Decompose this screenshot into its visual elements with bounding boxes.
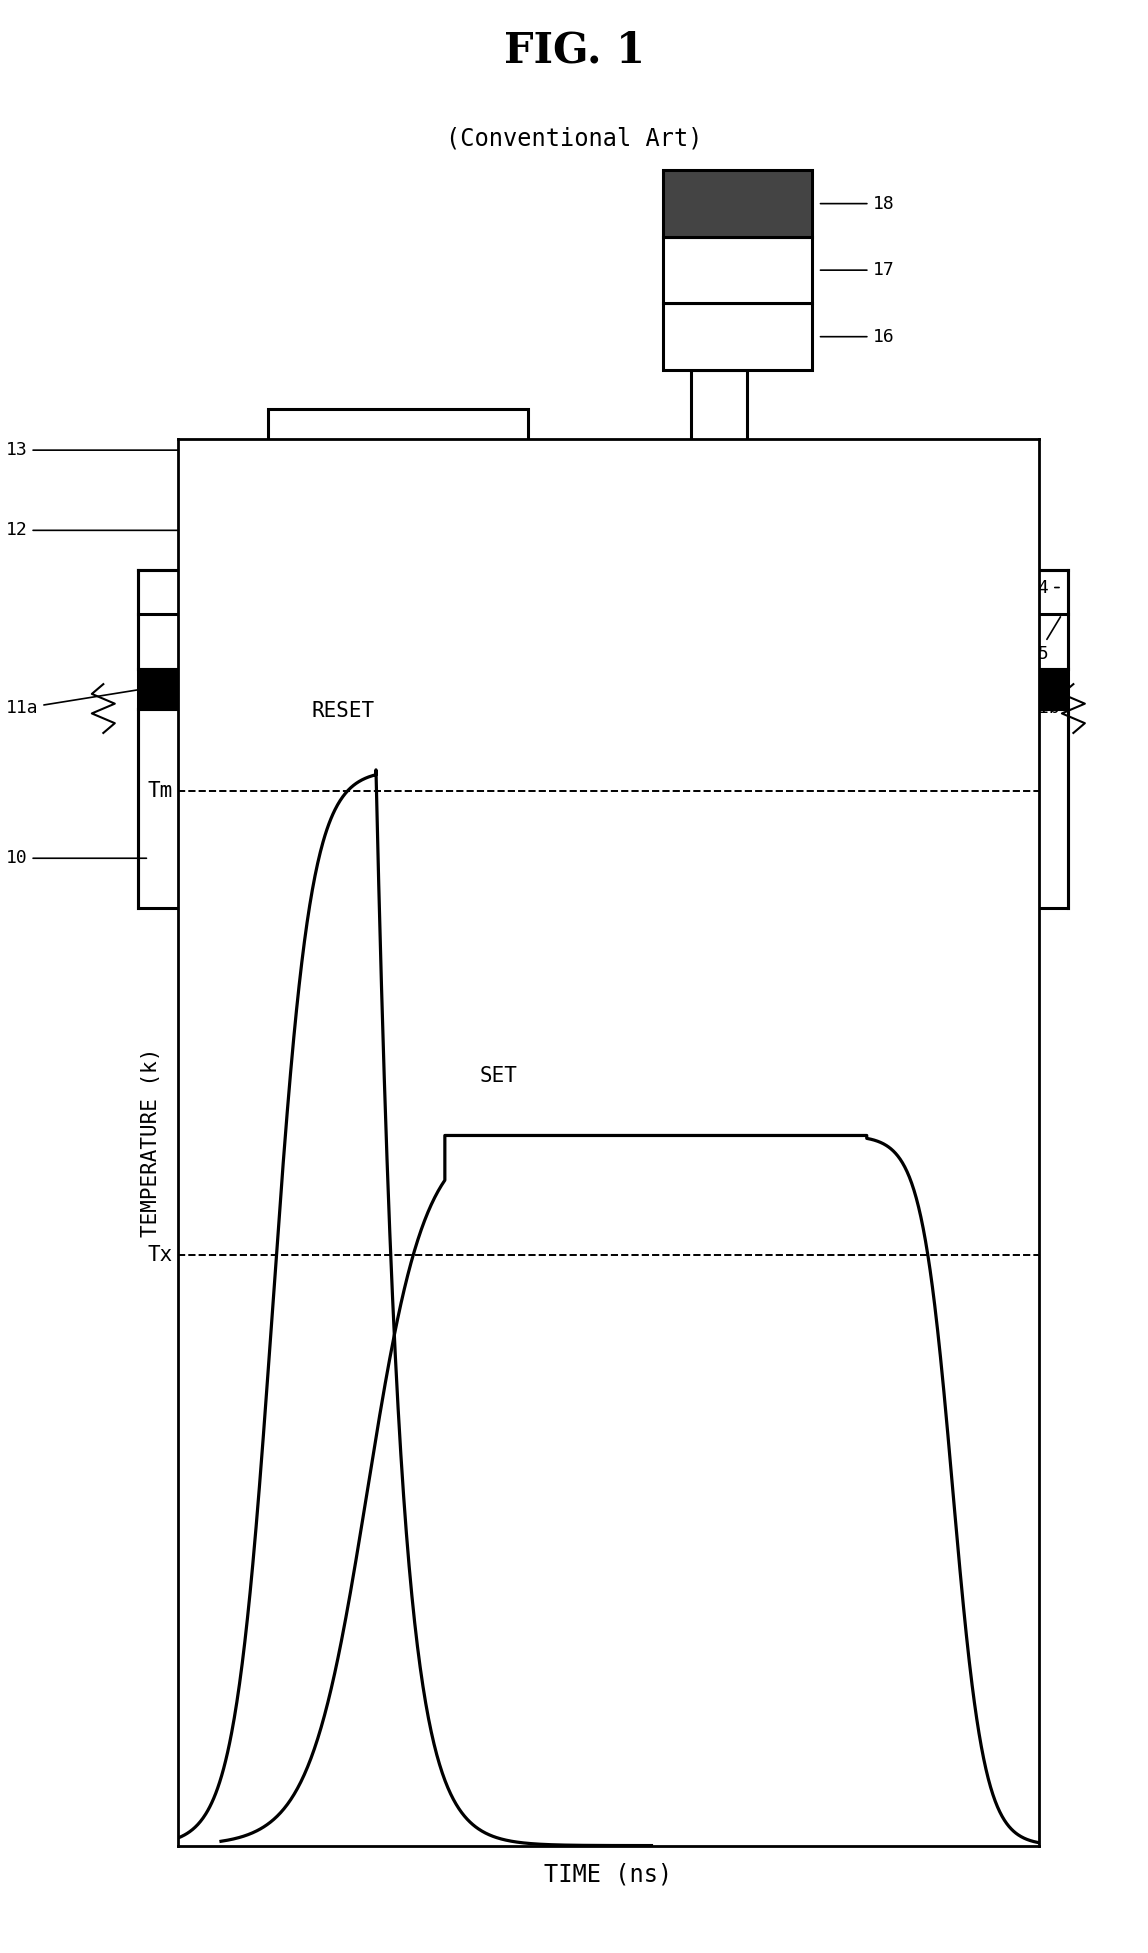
Text: FIG. 2: FIG. 2 bbox=[504, 996, 644, 1039]
Text: 12: 12 bbox=[6, 521, 271, 539]
Bar bbox=[664, 303, 812, 369]
Bar bbox=[267, 408, 528, 490]
Text: FIG. 1: FIG. 1 bbox=[504, 29, 644, 72]
Bar bbox=[691, 670, 747, 717]
Bar bbox=[267, 670, 528, 717]
Text: 11b: 11b bbox=[1027, 691, 1060, 717]
Text: 14: 14 bbox=[1027, 578, 1060, 596]
Text: 13: 13 bbox=[6, 441, 271, 459]
Text: 16: 16 bbox=[821, 328, 894, 346]
Y-axis label: TEMPERATURE (k): TEMPERATURE (k) bbox=[141, 1049, 161, 1236]
X-axis label: TIME (ns): TIME (ns) bbox=[544, 1863, 673, 1887]
Text: 15: 15 bbox=[1027, 617, 1061, 662]
Bar bbox=[138, 709, 1068, 908]
Text: Tx: Tx bbox=[148, 1244, 173, 1266]
Text: (Conventional Art): (Conventional Art) bbox=[445, 1094, 703, 1117]
Bar bbox=[664, 170, 812, 236]
Text: 11a: 11a bbox=[6, 689, 141, 717]
Text: SET: SET bbox=[480, 1066, 517, 1086]
Text: (Conventional Art): (Conventional Art) bbox=[445, 127, 703, 150]
Bar bbox=[664, 236, 812, 303]
Bar bbox=[138, 570, 1068, 670]
Text: 17: 17 bbox=[821, 262, 894, 279]
Bar bbox=[691, 369, 747, 570]
Text: 18: 18 bbox=[821, 195, 894, 213]
Text: Tm: Tm bbox=[148, 781, 173, 801]
Bar bbox=[267, 490, 528, 570]
Text: RESET: RESET bbox=[311, 701, 374, 721]
Bar bbox=[138, 670, 1068, 709]
Text: 10: 10 bbox=[6, 850, 147, 867]
